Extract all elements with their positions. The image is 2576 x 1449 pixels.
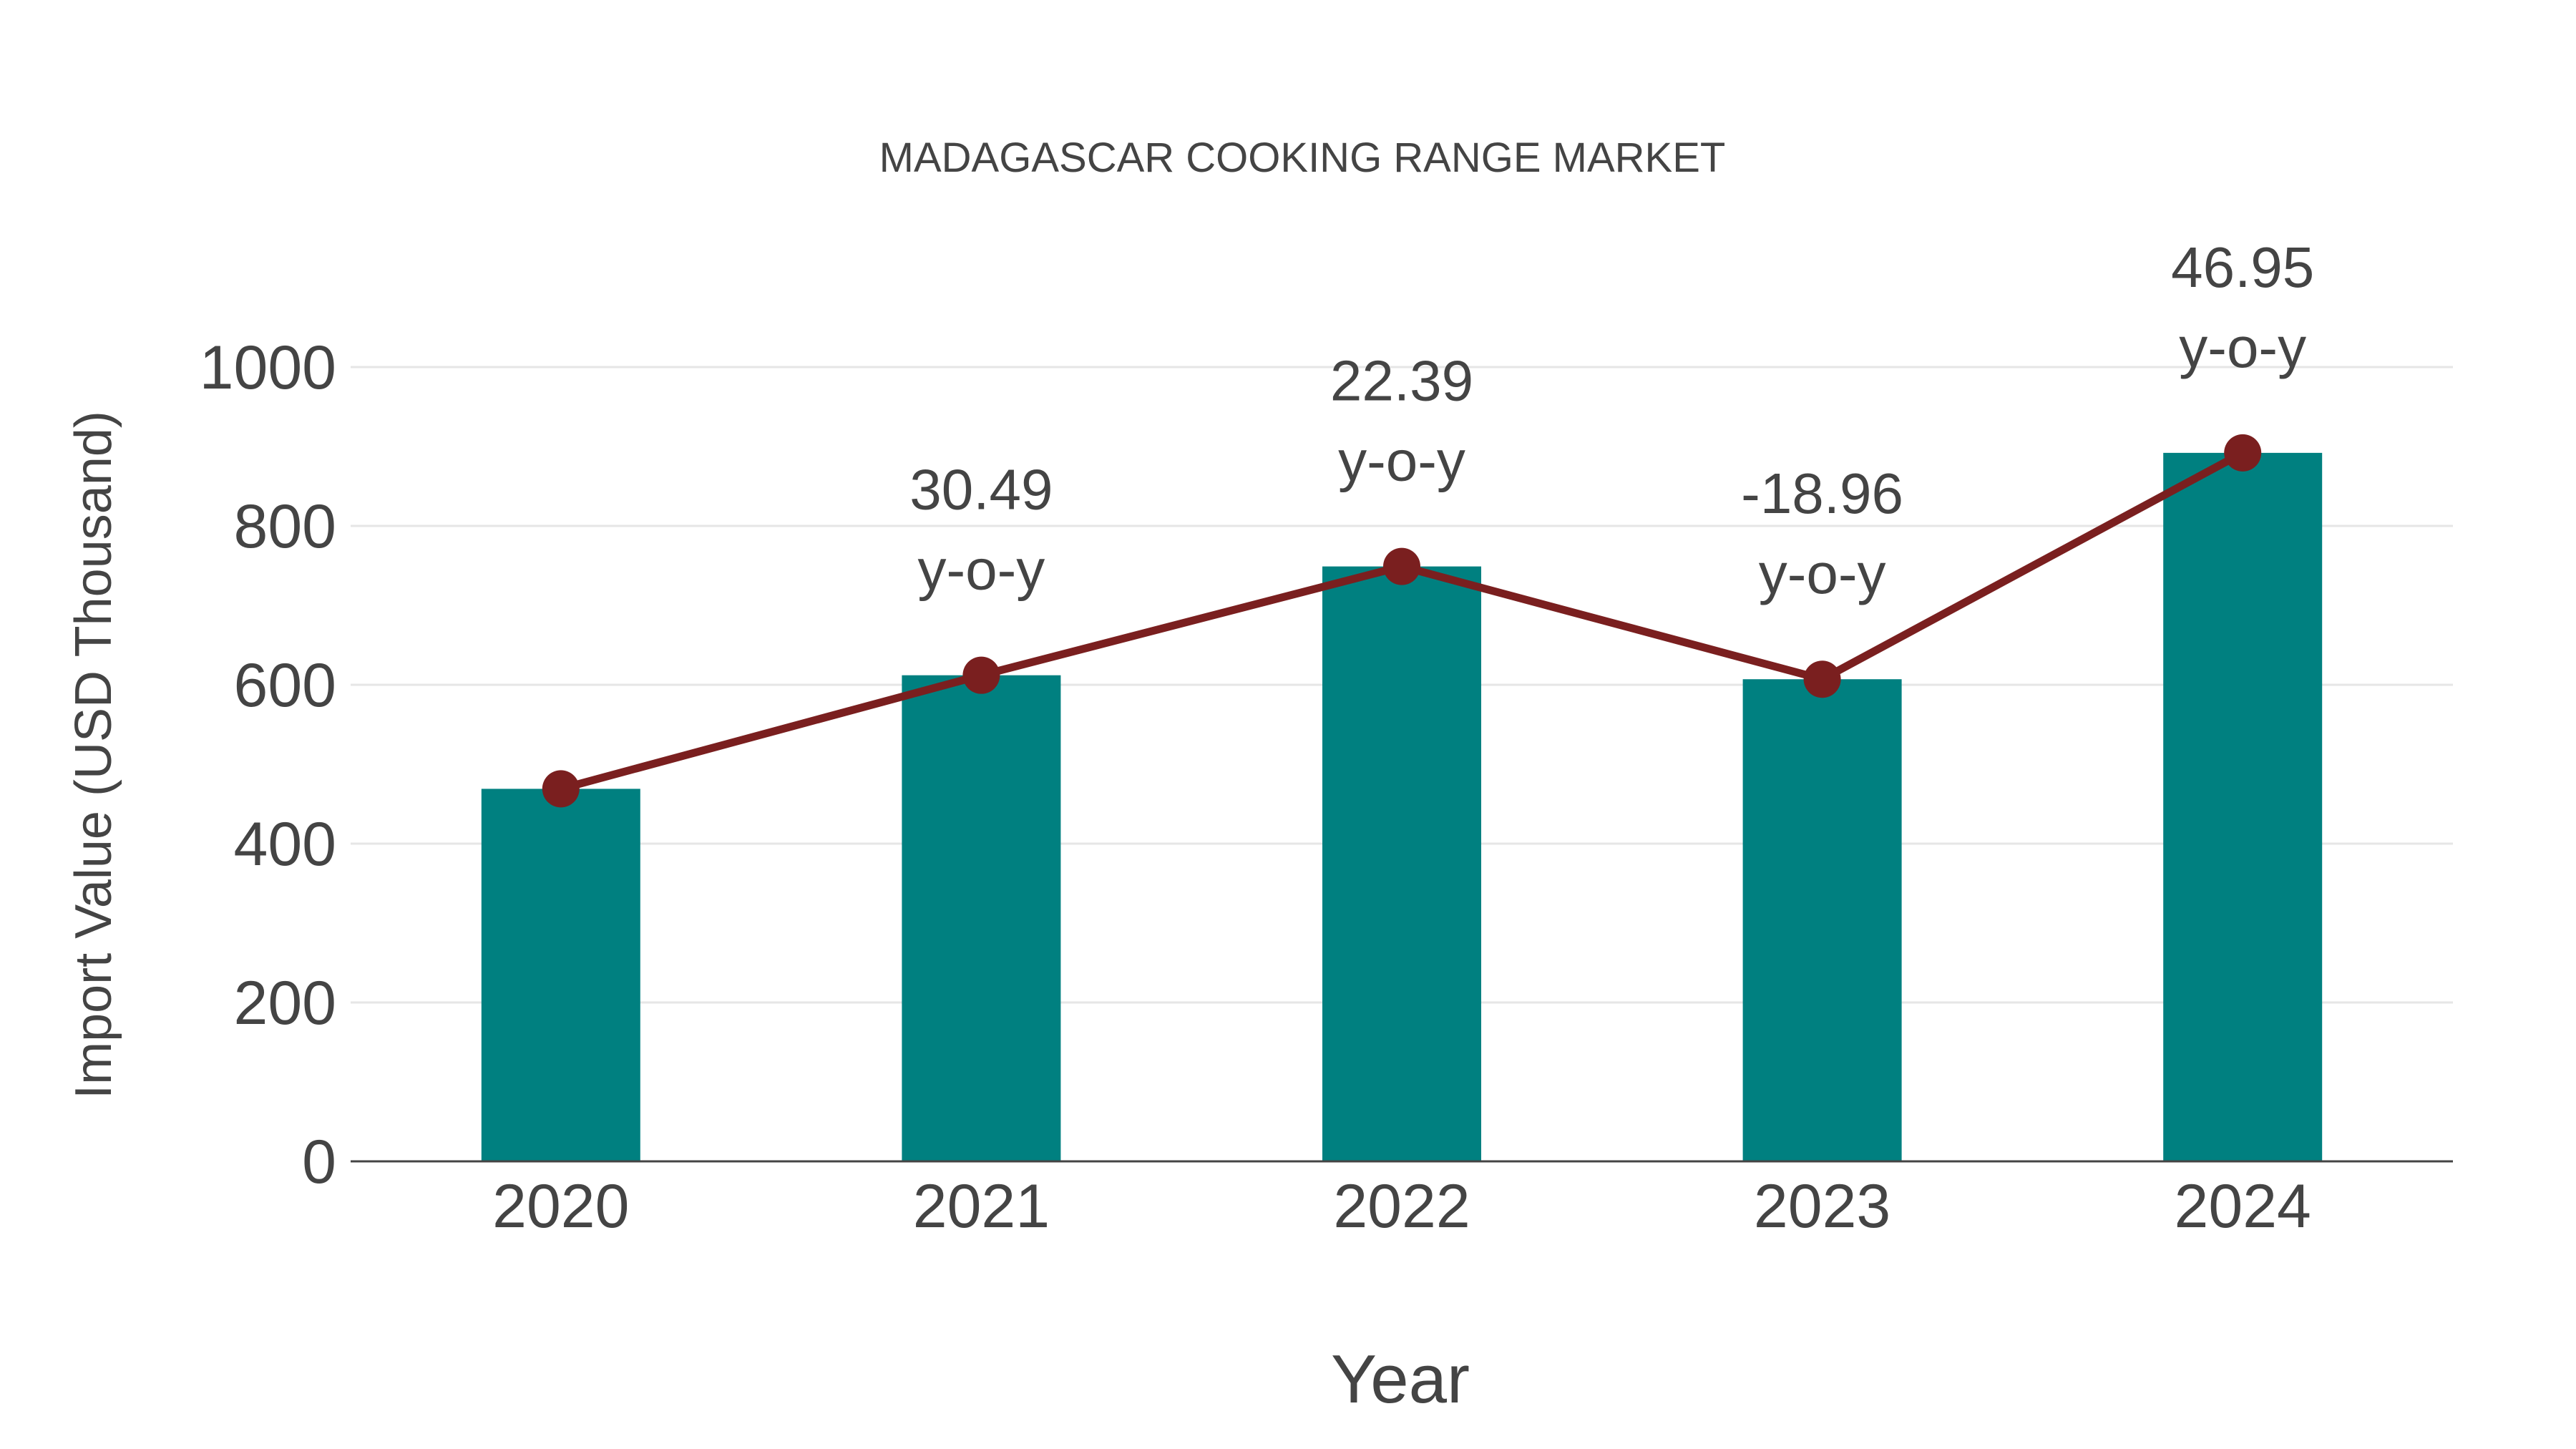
yoy-annotations: 30.49 y-o-y 22.39 y-o-y -18.96 y-o-y 46.95 y-o-…: [909, 235, 2314, 605]
x-tick-label: 2021: [913, 1172, 1050, 1241]
yoy-value: 22.39: [1330, 349, 1473, 413]
y-tick-label: 800: [234, 492, 337, 561]
yoy-label: y-o-y: [918, 538, 1045, 602]
y-tick-label: 1000: [200, 333, 336, 402]
x-axis-title: Year: [1331, 1341, 1470, 1418]
y-tick-label: 400: [234, 810, 337, 879]
bars: [481, 452, 2323, 1161]
bar-2020: [481, 789, 640, 1161]
yoy-value: 46.95: [2171, 235, 2314, 299]
yoy-value: 30.49: [909, 458, 1053, 522]
bar-2022: [1322, 566, 1481, 1161]
x-axis-ticks: 2020 2021 2022 2023 2024: [492, 1172, 2311, 1241]
trend-marker: [1803, 660, 1841, 698]
trend-marker: [2224, 434, 2262, 472]
y-tick-label: 0: [302, 1128, 336, 1196]
y-tick-label: 600: [234, 651, 337, 720]
y-axis-ticks: 0 200 400 600 800 1000: [200, 333, 336, 1196]
yoy-label: y-o-y: [1759, 542, 1886, 605]
x-tick-label: 2022: [1333, 1172, 1470, 1241]
y-axis-title: Import Value (USD Thousand): [65, 411, 122, 1099]
yoy-label: y-o-y: [1338, 429, 1465, 493]
trend-line: [542, 434, 2262, 808]
x-tick-label: 2023: [1754, 1172, 1890, 1241]
x-tick-label: 2024: [2175, 1172, 2311, 1241]
trend-marker: [962, 656, 1000, 694]
y-tick-label: 200: [234, 969, 337, 1038]
chart-title: MADAGASCAR COOKING RANGE MARKET: [879, 135, 1726, 181]
trend-marker: [1383, 547, 1420, 585]
trend-marker: [542, 770, 580, 808]
bar-2023: [1742, 679, 1902, 1161]
bar-2021: [902, 675, 1061, 1161]
yoy-label: y-o-y: [2179, 316, 2306, 379]
yoy-value: -18.96: [1741, 462, 1903, 525]
bar-2024: [2163, 452, 2323, 1161]
x-tick-label: 2020: [492, 1172, 629, 1241]
